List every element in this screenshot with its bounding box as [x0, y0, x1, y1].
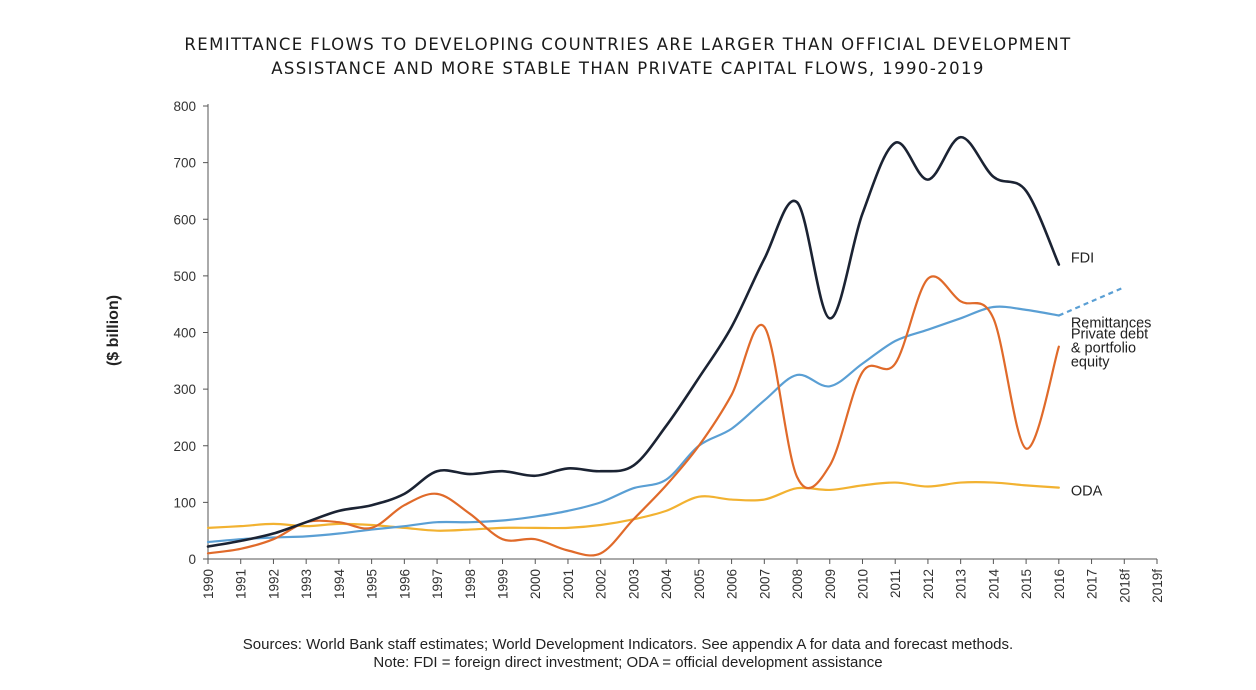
- series-label-private-debt-portfolio-equity: & portfolio: [1071, 341, 1136, 357]
- x-tick-label: 2012: [921, 569, 936, 599]
- x-tick-label: 2006: [725, 569, 740, 599]
- x-tick-label: 2014: [986, 569, 1001, 600]
- y-tick-label: 500: [173, 269, 196, 284]
- x-tick-label: 2016: [1052, 569, 1067, 599]
- series-line-oda: [206, 481, 1060, 532]
- x-tick-label: 1991: [234, 569, 249, 599]
- y-tick-label: 300: [173, 382, 196, 397]
- series-label-private-debt-portfolio-equity: Private debt: [1071, 327, 1148, 343]
- footer-note: Note: FDI = foreign direct investment; O…: [373, 654, 883, 671]
- y-tick-label: 0: [188, 552, 196, 567]
- x-tick-label: 2008: [790, 569, 805, 599]
- chart-series-lines: [206, 135, 1125, 557]
- chart-footer: Sources: World Bank staff estimates; Wor…: [0, 636, 1256, 672]
- y-tick-label: 200: [173, 439, 196, 454]
- x-tick-label: 2001: [561, 569, 576, 599]
- x-tick-label: 1996: [397, 569, 412, 599]
- x-tick-label: 2019f: [1150, 569, 1165, 603]
- series-line-fdi: [206, 135, 1061, 548]
- x-tick-label: 2000: [528, 569, 543, 599]
- y-tick-label: 800: [173, 99, 196, 114]
- footer-sources: Sources: World Bank staff estimates; Wor…: [242, 636, 1014, 653]
- y-tick-label: 700: [173, 156, 196, 171]
- x-tick-label: 2004: [659, 569, 674, 600]
- x-tick-label: 2013: [954, 569, 969, 599]
- x-tick-label: 2010: [855, 569, 870, 599]
- series-label-private-debt-portfolio-equity: equity: [1071, 355, 1110, 371]
- series-line-remittances-forecast: [1058, 286, 1125, 317]
- x-tick-label: 1993: [299, 569, 314, 599]
- series-label-fdi: FDI: [1071, 251, 1094, 267]
- x-tick-label: 2017: [1085, 569, 1100, 599]
- y-tick-label: 400: [173, 326, 196, 341]
- chart-title-line-1: REMITTANCE FLOWS TO DEVELOPING COUNTRIES…: [184, 35, 1072, 54]
- series-line-remittances: [206, 305, 1060, 544]
- x-tick-label: 1990: [201, 569, 216, 599]
- x-tick-label: 2002: [594, 569, 609, 599]
- series-label-oda: ODA: [1071, 484, 1103, 500]
- series-line-private-debt-portfolio-equity: [206, 275, 1060, 557]
- y-tick-label: 600: [173, 212, 196, 227]
- y-axis-title: ($ billion): [105, 295, 122, 366]
- x-tick-label: 1995: [365, 569, 380, 599]
- x-tick-label: 2009: [823, 569, 838, 599]
- x-tick-label: 1992: [266, 569, 281, 599]
- x-tick-label: 1994: [332, 569, 347, 600]
- x-tick-label: 2018f: [1117, 569, 1132, 603]
- y-tick-label: 100: [173, 495, 196, 510]
- chart-axes: 0 100 200 300 400 500 600 700 800 1990 1991 1992 199…: [105, 99, 1165, 603]
- x-tick-label: 1998: [463, 569, 478, 599]
- x-tick-label: 2007: [757, 569, 772, 599]
- x-tick-label: 1999: [496, 569, 511, 599]
- x-tick-label: 2015: [1019, 569, 1034, 599]
- x-tick-label: 2011: [888, 569, 903, 598]
- chart-title: REMITTANCE FLOWS TO DEVELOPING COUNTRIES…: [0, 33, 1256, 81]
- x-tick-label: 1997: [430, 569, 445, 599]
- chart-title-line-2: ASSISTANCE AND MORE STABLE THAN PRIVATE …: [271, 59, 985, 78]
- x-tick-label: 2003: [626, 569, 641, 599]
- series-label-remittances: Remittances: [1071, 316, 1152, 332]
- x-tick-label: 2005: [692, 569, 707, 599]
